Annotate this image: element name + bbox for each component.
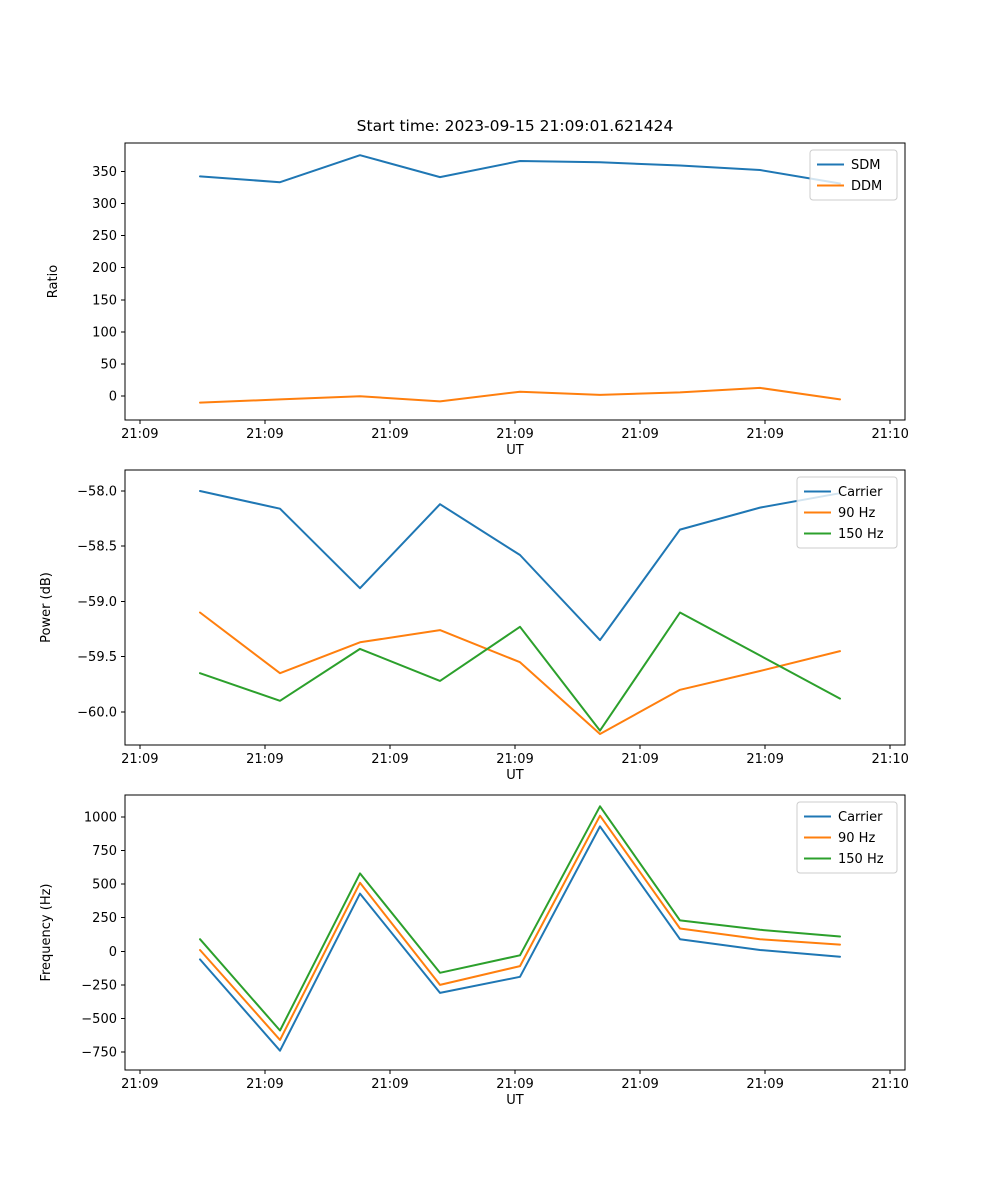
legend-label-90-hz: 90 Hz <box>838 831 875 846</box>
x-tick-label: 21:09 <box>246 1077 283 1092</box>
x-tick-label: 21:09 <box>371 1077 408 1092</box>
y-tick-label: 50 <box>100 358 117 373</box>
legend-box <box>809 149 898 201</box>
y-tick-label: −250 <box>81 978 117 993</box>
y-axis-label: Frequency (Hz) <box>39 883 54 981</box>
ratio-chart: 350 300 250 200 150 100 50 0 21:09 21:09 21:09 21:0… <box>46 142 909 457</box>
y-tick-label: 0 <box>109 945 117 960</box>
x-tick-label: 21:09 <box>496 427 533 442</box>
series-line-90-hz <box>199 814 841 1041</box>
legend-label-sdm: SDM <box>851 158 880 173</box>
x-tick-label: 21:09 <box>621 752 658 767</box>
x-tick-label: 21:09 <box>496 1077 533 1092</box>
power-chart: −58.0 −58.5 −59.0 −59.5 −60.0 21:09 21:09 21:09… <box>39 469 909 782</box>
series-line-90-hz <box>199 611 841 735</box>
x-tick-label: 21:09 <box>371 427 408 442</box>
x-tick-label: 21:09 <box>121 427 158 442</box>
series-line-carrier <box>199 825 841 1052</box>
legend-label-carrier: Carrier <box>838 810 883 825</box>
y-tick-label: 300 <box>92 197 117 212</box>
x-tick-label: 21:09 <box>621 1077 658 1092</box>
x-tick-label: 21:09 <box>496 752 533 767</box>
series-line-ddm <box>199 386 841 404</box>
legend-label-carrier: Carrier <box>838 485 883 500</box>
series-line-sdm <box>199 154 841 185</box>
y-axis-label: Ratio <box>46 265 61 298</box>
y-tick-label: 0 <box>109 390 117 405</box>
x-tick-label: 21:10 <box>871 752 908 767</box>
y-tick-label: 100 <box>92 325 117 340</box>
chart-title: Start time: 2023-09-15 21:09:01.621424 <box>356 117 674 135</box>
x-tick-label: 21:09 <box>746 752 783 767</box>
y-tick-label: 500 <box>92 878 117 893</box>
y-axis-label: Power (dB) <box>39 572 54 643</box>
y-tick-label: −60.0 <box>77 705 117 720</box>
x-axis-label: UT <box>506 1093 524 1108</box>
legend-box <box>796 476 898 549</box>
legend-label-ddm: DDM <box>851 179 882 194</box>
y-tick-label: 750 <box>92 844 117 859</box>
y-tick-label: 150 <box>92 293 117 308</box>
x-tick-label: 21:09 <box>121 752 158 767</box>
x-axis-label: UT <box>506 768 524 782</box>
legend-label-90-hz: 90 Hz <box>838 506 875 521</box>
x-tick-label: 21:09 <box>121 1077 158 1092</box>
y-tick-label: −500 <box>81 1012 117 1027</box>
x-tick-label: 21:09 <box>746 427 783 442</box>
axes-frame <box>124 469 906 746</box>
y-tick-label: 350 <box>92 165 117 180</box>
y-tick-label: 200 <box>92 261 117 276</box>
series-line-carrier <box>199 490 841 642</box>
legend-box <box>796 801 898 874</box>
axes-frame <box>124 142 906 421</box>
legend-label-150-hz: 150 Hz <box>838 852 884 867</box>
x-tick-label: 21:09 <box>371 752 408 767</box>
y-tick-label: −750 <box>81 1046 117 1061</box>
legend-label-150-hz: 150 Hz <box>838 527 884 542</box>
x-tick-label: 21:09 <box>246 427 283 442</box>
y-tick-label: 1000 <box>84 811 117 826</box>
y-tick-label: 250 <box>92 229 117 244</box>
y-tick-label: −59.5 <box>77 650 117 665</box>
frequency-chart: 1000 750 500 250 0 −250 −500 −750 21:09 21:09 21:0… <box>39 794 909 1108</box>
x-tick-label: 21:10 <box>871 427 908 442</box>
x-tick-label: 21:09 <box>621 427 658 442</box>
x-axis-label: UT <box>506 443 524 457</box>
series-line-150-hz <box>199 805 841 1032</box>
x-tick-label: 21:09 <box>746 1077 783 1092</box>
series-line-150-hz <box>199 611 841 732</box>
x-tick-label: 21:09 <box>246 752 283 767</box>
y-tick-label: −58.5 <box>77 540 117 555</box>
y-tick-label: 250 <box>92 911 117 926</box>
x-tick-label: 21:10 <box>871 1077 908 1092</box>
y-tick-label: −59.0 <box>77 595 117 610</box>
y-tick-label: −58.0 <box>77 484 117 499</box>
